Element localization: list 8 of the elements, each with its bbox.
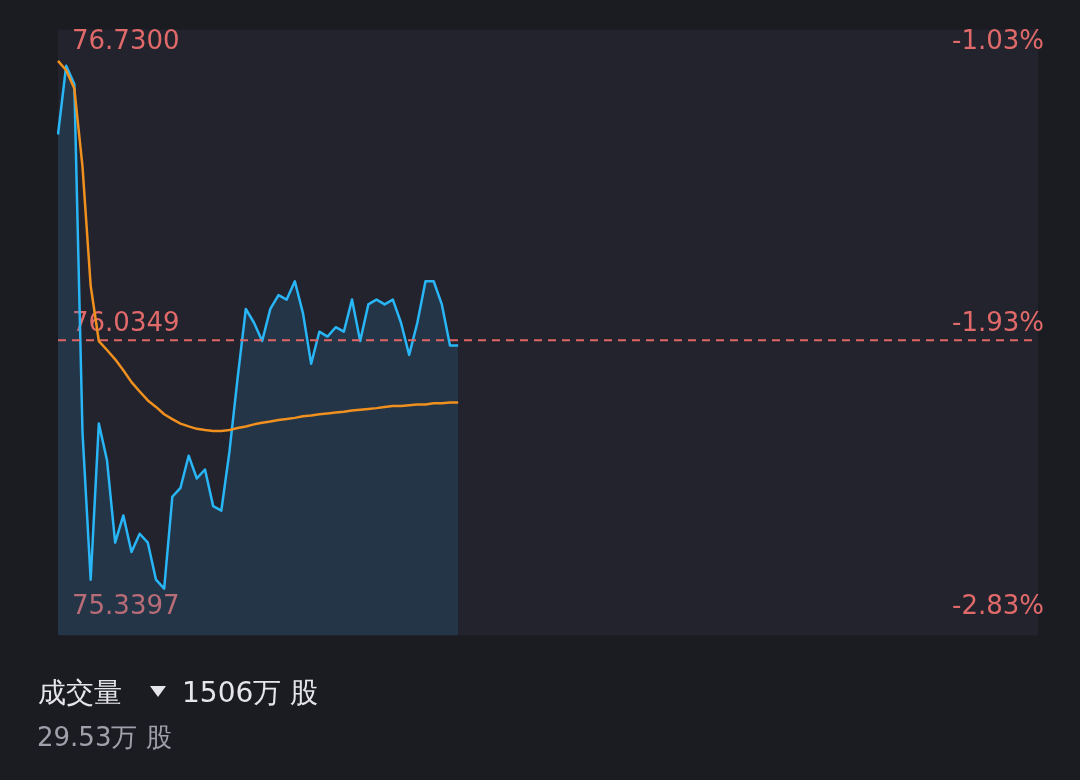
y2-tick-label: -2.83% <box>952 589 1044 620</box>
y2-tick-label: -1.03% <box>952 24 1044 55</box>
y-tick-label: 75.3397 <box>72 589 180 620</box>
y2-tick-label: -1.93% <box>952 307 1044 338</box>
text: 1506万 股 <box>182 675 319 711</box>
text: 成交量 <box>38 675 122 711</box>
y-tick-label: 76.7300 <box>72 24 180 55</box>
text: 29.53万 股 <box>37 721 172 754</box>
